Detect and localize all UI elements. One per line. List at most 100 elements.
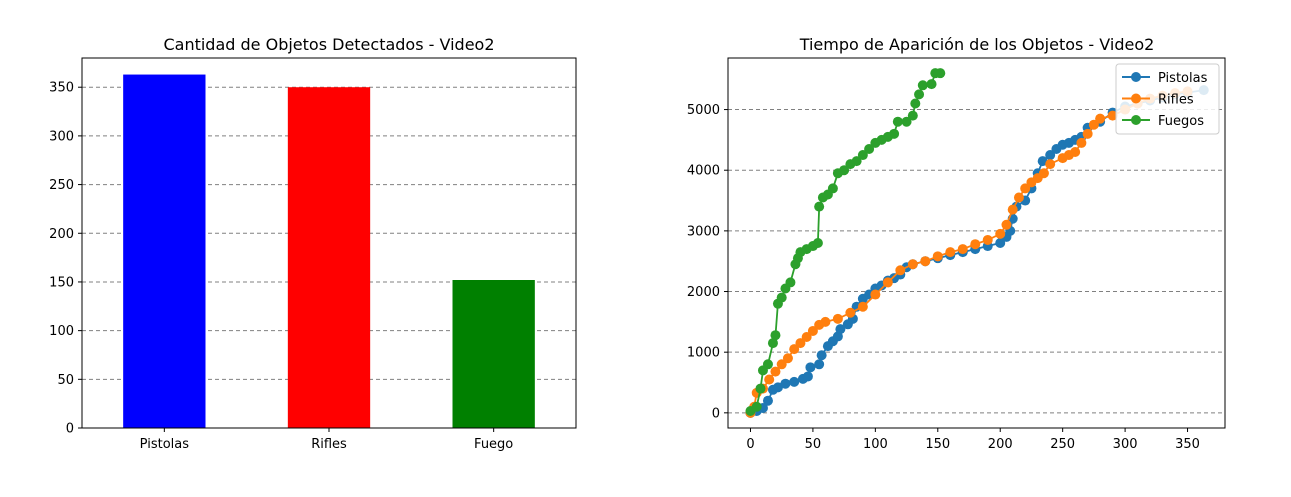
- data-point: [851, 156, 862, 167]
- legend-marker: [1131, 115, 1141, 125]
- line-xtick-label: 250: [1050, 437, 1075, 452]
- data-point: [895, 265, 906, 276]
- bar-chart-y-ticks: 0 50 100 150 200 250 300 350: [49, 81, 82, 437]
- data-point: [995, 228, 1006, 239]
- series-pistolas: [745, 85, 1209, 418]
- bar-rifles: [287, 87, 371, 429]
- line-ytick-label: 3000: [687, 224, 720, 239]
- bar-ytick-label: 350: [49, 81, 74, 96]
- data-point: [882, 277, 893, 288]
- data-point: [789, 344, 800, 355]
- legend-label: Rifles: [1158, 93, 1194, 108]
- line-chart-title: Tiempo de Aparición de los Objetos - Vid…: [799, 35, 1155, 54]
- data-point: [995, 238, 1006, 248]
- data-point: [1082, 128, 1093, 139]
- data-point: [764, 374, 775, 385]
- line-ytick-label: 5000: [687, 103, 720, 118]
- data-point: [776, 292, 787, 303]
- data-point: [762, 395, 773, 406]
- bar-pistolas: [123, 74, 206, 428]
- line-chart-x-ticks: 0 50 100 150 200 250 300 350: [746, 428, 1200, 452]
- bar-ytick-label: 150: [49, 275, 74, 290]
- data-point: [1007, 204, 1018, 215]
- data-point: [812, 238, 823, 248]
- data-point: [910, 98, 921, 109]
- bar-xtick-label: Pistolas: [140, 437, 190, 452]
- legend-entry-rifles: Rifles: [1122, 93, 1194, 108]
- data-point: [751, 401, 762, 412]
- data-point: [814, 359, 825, 370]
- line-xtick-label: 300: [1113, 437, 1138, 452]
- line-chart-frame: [727, 57, 1226, 429]
- data-point: [755, 383, 766, 394]
- data-point: [1107, 110, 1118, 121]
- data-point: [1070, 147, 1081, 158]
- data-point: [914, 89, 925, 100]
- line-xtick-label: 100: [863, 437, 888, 452]
- data-point: [920, 256, 931, 267]
- data-point: [839, 165, 850, 176]
- line-chart-legend: Pistolas Rifles Fuegos: [1115, 63, 1220, 135]
- bar-ytick-label: 100: [49, 324, 74, 339]
- line-xtick-label: 0: [746, 437, 754, 452]
- data-point: [857, 301, 868, 312]
- line-ytick-label: 4000: [687, 164, 720, 179]
- data-point: [805, 362, 816, 373]
- data-point: [907, 110, 918, 121]
- data-point: [1037, 156, 1048, 167]
- line-chart: Tiempo de Aparición de los Objetos - Vid…: [687, 35, 1226, 452]
- bar-fuego: [452, 280, 535, 428]
- data-point: [789, 376, 800, 387]
- legend-box: [1115, 63, 1220, 135]
- data-point: [814, 201, 825, 212]
- line-xtick-label: 350: [1175, 437, 1200, 452]
- data-point: [820, 316, 831, 327]
- data-point: [935, 68, 946, 79]
- data-point: [802, 371, 813, 382]
- line-ytick-label: 2000: [687, 285, 720, 300]
- data-point: [807, 325, 818, 336]
- data-point: [782, 353, 793, 364]
- bar-xtick-label: Rifles: [311, 437, 347, 452]
- bar-chart-x-ticks: Pistolas Rifles Fuego: [140, 428, 513, 452]
- data-point: [907, 259, 918, 270]
- data-point: [892, 116, 903, 127]
- data-point: [767, 338, 778, 349]
- bar-chart-bars: [123, 74, 535, 429]
- data-point: [1013, 192, 1024, 203]
- data-point: [889, 128, 900, 139]
- data-point: [1095, 113, 1106, 124]
- data-point: [772, 382, 783, 393]
- legend-label: Fuegos: [1158, 114, 1204, 129]
- legend-entry-fuegos: Fuegos: [1122, 114, 1204, 129]
- legend-marker: [1131, 93, 1141, 104]
- data-point: [945, 247, 956, 258]
- data-point: [835, 324, 846, 335]
- data-point: [801, 332, 812, 343]
- line-ytick-label: 0: [712, 406, 720, 421]
- data-point: [785, 277, 796, 288]
- data-point: [917, 80, 928, 91]
- data-point: [864, 143, 875, 154]
- data-point: [1038, 168, 1049, 179]
- data-point: [780, 378, 791, 389]
- data-point: [776, 359, 787, 370]
- bar-chart-title: Cantidad de Objetos Detectados - Video2: [163, 35, 494, 54]
- data-point: [827, 183, 838, 194]
- bar-ytick-label: 300: [49, 129, 74, 144]
- series-fuegos: [745, 68, 946, 417]
- data-point: [1076, 137, 1087, 148]
- data-point: [1088, 119, 1099, 130]
- bar-chart: Cantidad de Objetos Detectados - Video2 …: [49, 35, 577, 452]
- data-point: [1020, 183, 1031, 194]
- line-xtick-label: 150: [925, 437, 950, 452]
- data-point: [1045, 150, 1056, 161]
- bar-ytick-label: 50: [57, 373, 74, 388]
- data-point: [1045, 159, 1056, 170]
- bar-ytick-label: 200: [49, 227, 74, 242]
- data-point: [970, 239, 981, 250]
- data-point: [901, 116, 912, 127]
- data-point: [795, 338, 806, 349]
- data-point: [770, 366, 781, 377]
